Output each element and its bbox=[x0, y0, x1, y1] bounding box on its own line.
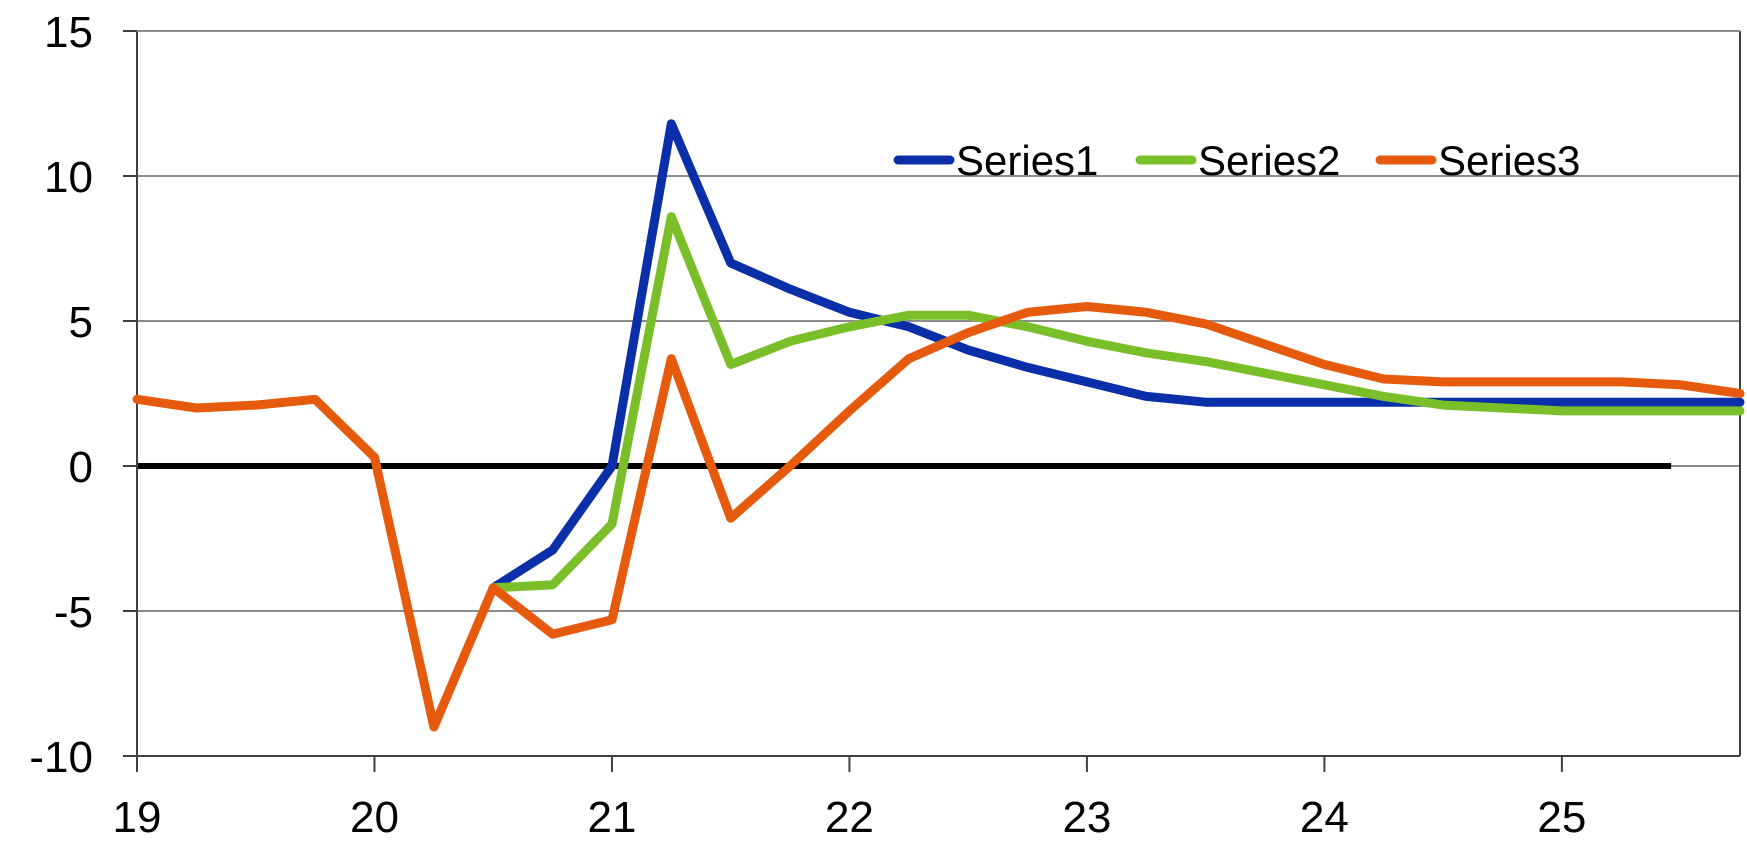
x-tick-label: 24 bbox=[1300, 793, 1349, 842]
x-tick-label: 22 bbox=[825, 793, 874, 842]
legend-label-3: Series3 bbox=[1438, 137, 1580, 184]
x-tick-label: 25 bbox=[1537, 793, 1586, 842]
y-tick-label: 5 bbox=[69, 298, 93, 347]
series-line-1 bbox=[488, 119, 1745, 593]
y-tick-label: 10 bbox=[44, 153, 93, 202]
legend-label-1: Series1 bbox=[956, 137, 1098, 184]
y-tick-label: 0 bbox=[69, 443, 93, 492]
x-tick-label: 20 bbox=[350, 793, 399, 842]
series-line-3 bbox=[132, 302, 1745, 732]
series-lines bbox=[132, 119, 1745, 732]
series-line-2 bbox=[488, 212, 1745, 593]
x-tick-label: 19 bbox=[113, 793, 162, 842]
y-tick-label: -10 bbox=[29, 733, 93, 782]
tick-labels: -10 -5 0 5 10 15 19 20 21 22 23 24 25 bbox=[29, 8, 1586, 842]
y-tick-label: -5 bbox=[54, 588, 93, 637]
y-tick-label: 15 bbox=[44, 8, 93, 57]
x-tick-label: 23 bbox=[1062, 793, 1111, 842]
x-tick-label: 21 bbox=[587, 793, 636, 842]
legend-label-2: Series2 bbox=[1198, 137, 1340, 184]
legend: Series1 Series2 Series3 bbox=[893, 137, 1580, 184]
